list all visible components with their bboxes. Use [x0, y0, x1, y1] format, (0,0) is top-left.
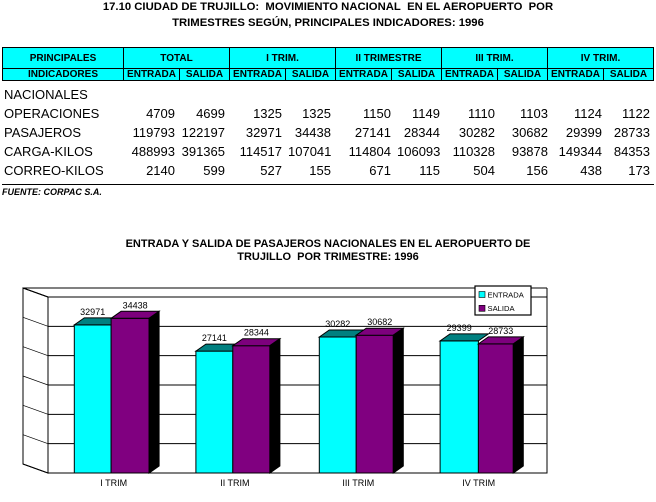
svg-text:SALIDA: SALIDA: [488, 304, 516, 313]
svg-text:IV TRIM: IV TRIM: [462, 478, 495, 488]
svg-text:28344: 28344: [244, 328, 269, 338]
svg-text:29399: 29399: [447, 323, 472, 333]
svg-text:II TRIM: II TRIM: [220, 478, 249, 488]
svg-text:I TRIM: I TRIM: [100, 478, 127, 488]
svg-text:27141: 27141: [202, 333, 227, 343]
svg-text:28733: 28733: [488, 326, 513, 336]
svg-text:32971: 32971: [80, 307, 105, 317]
svg-text:34438: 34438: [123, 300, 148, 310]
svg-text:30682: 30682: [367, 317, 392, 327]
svg-text:ENTRADA: ENTRADA: [488, 290, 525, 299]
svg-text:III TRIM: III TRIM: [342, 478, 374, 488]
svg-text:30282: 30282: [325, 319, 350, 329]
